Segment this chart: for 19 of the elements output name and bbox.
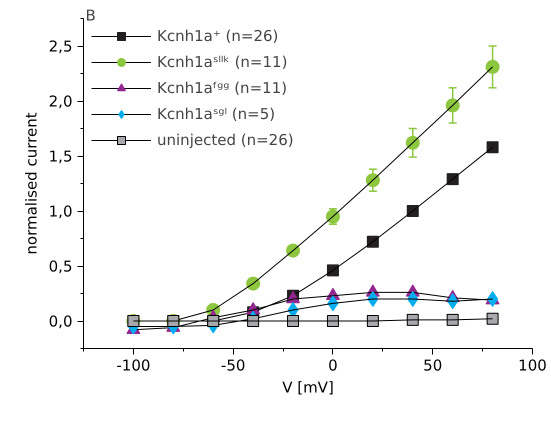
legend-label: Kcnh1aˢˡˡᵏ (n=11) (157, 53, 288, 71)
y-tick-label: 1,0 (48, 202, 73, 220)
y-tick-label: 0,5 (48, 258, 73, 276)
y-tick-label: 2,5 (48, 38, 73, 56)
x-tick-label: -50 (220, 356, 246, 374)
y-tick-label: 1,5 (48, 148, 73, 166)
legend-label: Kcnh1a⁺ (n=26) (157, 27, 278, 45)
y-tick-label: 2,0 (48, 92, 73, 110)
annotation: B (86, 6, 96, 24)
y-tick-label: 0,0 (48, 312, 73, 330)
x-tick-label: 100 (518, 356, 547, 374)
legend-label: Kcnh1aᶠᵍᵍ (n=11) (157, 79, 288, 97)
x-tick-label: 50 (423, 356, 442, 374)
legend-label: Kcnh1aˢᵍˡ (n=5) (157, 105, 276, 123)
x-tick-label: -100 (116, 356, 150, 374)
x-tick-label: 0 (328, 356, 338, 374)
legend-label: uninjected (n=26) (157, 131, 294, 149)
x-axis-title: V [mV] (282, 378, 334, 396)
y-axis-title: normalised current (22, 112, 41, 255)
